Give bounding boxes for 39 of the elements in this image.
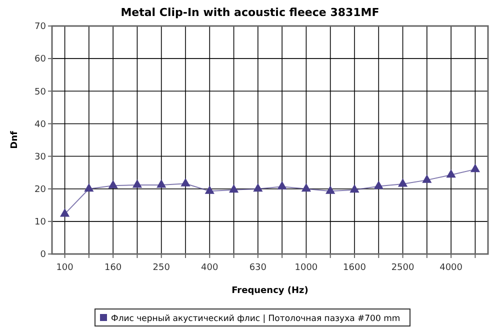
y-tick-label: 60: [34, 54, 46, 65]
point: [204, 186, 214, 194]
x-tick-label: 400: [201, 263, 219, 273]
y-tick-label: 70: [34, 22, 46, 32]
point: [326, 186, 336, 194]
x-tick-label: 4000: [440, 263, 463, 273]
y-tick-label: 20: [34, 185, 46, 196]
y-tick-label: 10: [34, 218, 46, 228]
y-tick-label: 0: [40, 250, 46, 260]
y-tick-label: 40: [34, 120, 46, 130]
point: [156, 179, 166, 188]
point: [84, 183, 94, 192]
point: [350, 184, 360, 193]
point: [470, 164, 480, 172]
point: [228, 184, 239, 193]
x-tick-label: 160: [104, 263, 122, 273]
x-axis-title: Frequency (Hz): [232, 286, 308, 296]
y-tick-label: 50: [34, 87, 46, 98]
point: [108, 180, 118, 188]
x-tick-label: 630: [249, 263, 267, 273]
y-axis-title: Dnf: [10, 131, 20, 149]
x-tick-label: 250: [152, 263, 170, 273]
point: [277, 181, 287, 190]
point: [132, 179, 142, 188]
point: [253, 183, 263, 192]
x-tick-label: 1000: [294, 263, 318, 273]
y-tick-label: 30: [34, 152, 46, 162]
legend-label: Флис черный акустический флис | Потолочная пазуха #700 mm: [111, 314, 400, 324]
point: [374, 180, 384, 190]
point: [60, 208, 70, 217]
chart-title: Metal Clip-In with acoustic fleece 3831MF: [120, 6, 380, 19]
point: [398, 178, 408, 187]
x-tick-label: 2500: [391, 263, 415, 273]
point: [180, 178, 190, 186]
x-tick-label: 100: [56, 263, 74, 273]
point: [301, 183, 312, 192]
point: [422, 174, 432, 183]
point: [446, 169, 456, 178]
x-tick-label: 1600: [343, 263, 366, 273]
